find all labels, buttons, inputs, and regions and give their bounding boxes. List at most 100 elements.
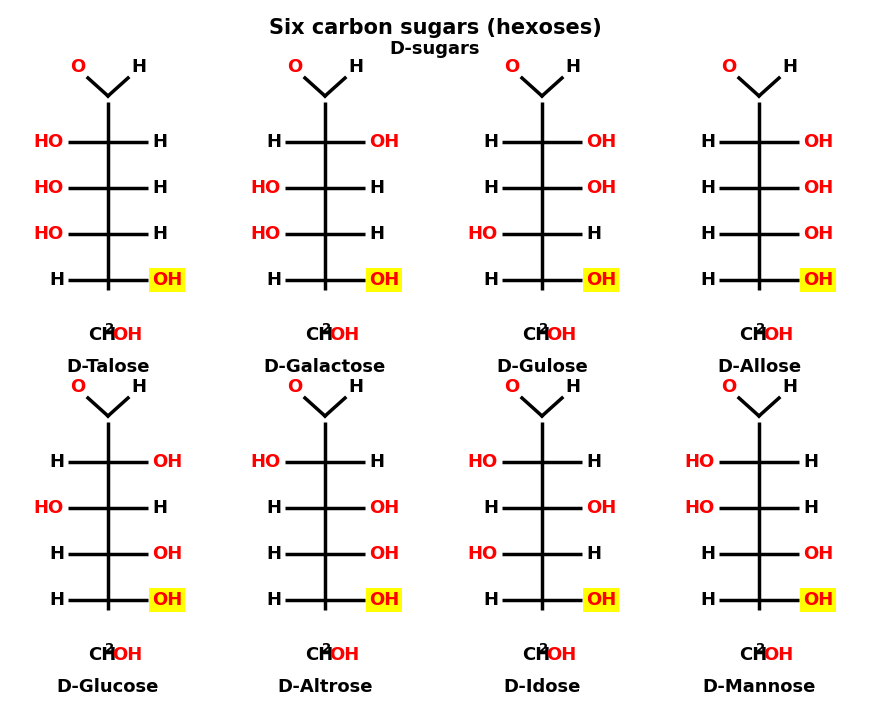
Text: 2: 2 (105, 322, 114, 335)
Text: HO: HO (34, 179, 64, 197)
Text: HO: HO (250, 453, 281, 471)
Text: OH: OH (802, 179, 833, 197)
Text: O: O (720, 58, 735, 76)
Text: H: H (482, 133, 497, 151)
Text: CH: CH (88, 326, 116, 344)
Text: OH: OH (546, 646, 575, 664)
Text: OH: OH (152, 453, 182, 471)
Text: 2: 2 (539, 322, 547, 335)
Text: H: H (368, 179, 383, 197)
Text: H: H (368, 225, 383, 243)
Text: H: H (700, 591, 714, 609)
Text: H: H (131, 58, 146, 76)
Text: CH: CH (305, 326, 333, 344)
Text: OH: OH (802, 271, 833, 289)
Text: H: H (152, 499, 167, 517)
Text: HO: HO (34, 499, 64, 517)
Text: H: H (564, 58, 580, 76)
Text: CH: CH (738, 646, 766, 664)
Text: H: H (781, 58, 796, 76)
Text: 2: 2 (539, 642, 547, 655)
Text: HO: HO (34, 133, 64, 151)
Text: O: O (287, 378, 302, 396)
Text: H: H (266, 271, 281, 289)
Text: OH: OH (762, 646, 793, 664)
Text: H: H (482, 271, 497, 289)
Text: O: O (287, 58, 302, 76)
Text: D-sugars: D-sugars (389, 40, 480, 58)
Text: OH: OH (586, 591, 615, 609)
Text: Six carbon sugars (hexoses): Six carbon sugars (hexoses) (269, 18, 600, 38)
Text: OH: OH (586, 499, 615, 517)
Text: D-Altrose: D-Altrose (277, 678, 372, 696)
Text: OH: OH (112, 326, 143, 344)
Text: D-Mannose: D-Mannose (701, 678, 815, 696)
Text: HO: HO (684, 453, 714, 471)
Text: H: H (49, 271, 64, 289)
Text: HO: HO (250, 179, 281, 197)
Text: H: H (152, 179, 167, 197)
Text: H: H (266, 591, 281, 609)
Text: 2: 2 (105, 642, 114, 655)
Text: H: H (266, 133, 281, 151)
Text: OH: OH (368, 591, 399, 609)
Text: HO: HO (468, 225, 497, 243)
Text: 2: 2 (755, 642, 764, 655)
Text: CH: CH (88, 646, 116, 664)
Text: HO: HO (468, 453, 497, 471)
Text: OH: OH (586, 133, 615, 151)
Text: H: H (700, 545, 714, 563)
Text: H: H (802, 453, 817, 471)
Text: H: H (700, 133, 714, 151)
Text: HO: HO (250, 225, 281, 243)
Text: H: H (49, 453, 64, 471)
Text: OH: OH (368, 499, 399, 517)
Text: O: O (720, 378, 735, 396)
Text: H: H (131, 378, 146, 396)
Text: 2: 2 (322, 322, 331, 335)
Text: HO: HO (34, 225, 64, 243)
Text: OH: OH (546, 326, 575, 344)
Text: H: H (700, 179, 714, 197)
Text: HO: HO (468, 545, 497, 563)
Text: OH: OH (152, 545, 182, 563)
Text: H: H (348, 378, 362, 396)
Text: 2: 2 (755, 322, 764, 335)
Text: H: H (700, 225, 714, 243)
Text: H: H (482, 591, 497, 609)
Text: O: O (70, 378, 85, 396)
Text: O: O (503, 58, 519, 76)
Text: H: H (152, 225, 167, 243)
Text: H: H (700, 271, 714, 289)
Text: 2: 2 (322, 642, 331, 655)
Text: OH: OH (368, 133, 399, 151)
Text: D-Glucose: D-Glucose (56, 678, 159, 696)
Text: H: H (49, 545, 64, 563)
Text: OH: OH (586, 179, 615, 197)
Text: OH: OH (802, 225, 833, 243)
Text: H: H (564, 378, 580, 396)
Text: OH: OH (112, 646, 143, 664)
Text: H: H (482, 179, 497, 197)
Text: H: H (266, 499, 281, 517)
Text: CH: CH (738, 326, 766, 344)
Text: H: H (586, 453, 600, 471)
Text: D-Galactose: D-Galactose (263, 358, 386, 376)
Text: CH: CH (521, 326, 549, 344)
Text: H: H (586, 545, 600, 563)
Text: D-Allose: D-Allose (716, 358, 800, 376)
Text: OH: OH (152, 591, 182, 609)
Text: HO: HO (684, 499, 714, 517)
Text: OH: OH (802, 133, 833, 151)
Text: D-Idose: D-Idose (503, 678, 580, 696)
Text: CH: CH (521, 646, 549, 664)
Text: OH: OH (328, 326, 359, 344)
Text: H: H (152, 133, 167, 151)
Text: H: H (802, 499, 817, 517)
Text: H: H (781, 378, 796, 396)
Text: D-Gulose: D-Gulose (495, 358, 587, 376)
Text: H: H (368, 453, 383, 471)
Text: CH: CH (305, 646, 333, 664)
Text: OH: OH (802, 591, 833, 609)
Text: O: O (503, 378, 519, 396)
